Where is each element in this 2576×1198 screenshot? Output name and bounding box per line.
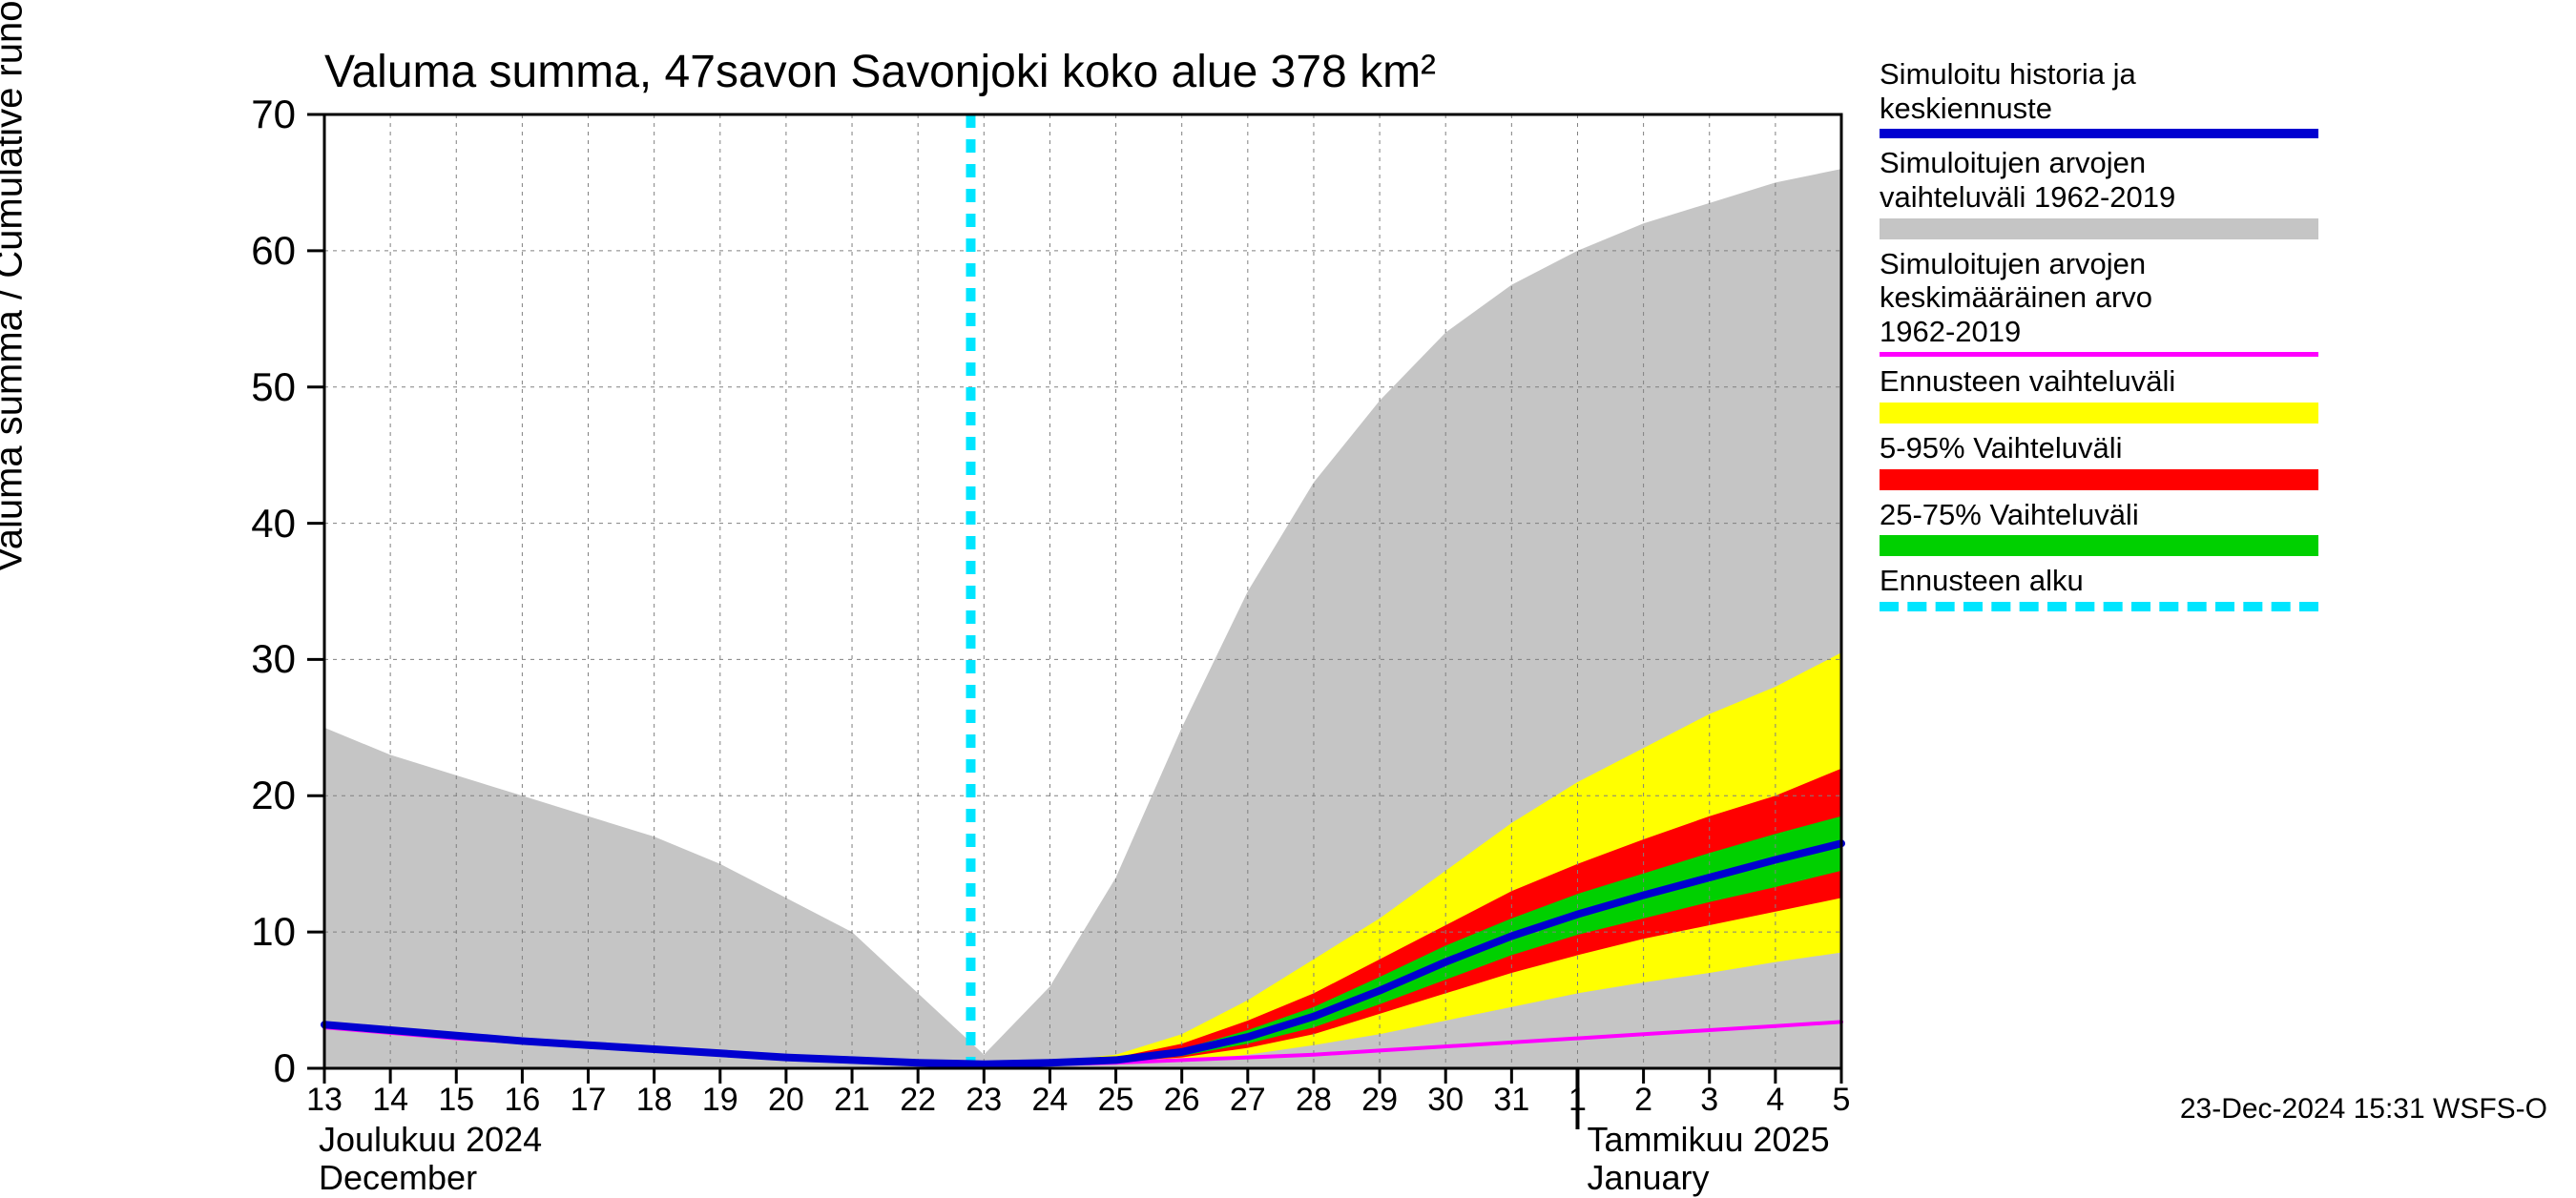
legend-text: vaihteluväli 1962-2019 (1880, 180, 2318, 215)
x-tick: 24 (1032, 1082, 1069, 1119)
legend-text: 25-75% Vaihteluväli (1880, 498, 2318, 532)
x-tick: 26 (1164, 1082, 1200, 1119)
legend-text: Simuloitu historia ja (1880, 57, 2318, 92)
x-tick: 25 (1098, 1082, 1134, 1119)
y-tick: 0 (219, 1045, 296, 1091)
month-label: Joulukuu 2024 (319, 1120, 542, 1160)
legend-text: 1962-2019 (1880, 315, 2318, 349)
x-tick: 4 (1766, 1082, 1784, 1119)
x-tick: 13 (306, 1082, 343, 1119)
x-tick: 27 (1230, 1082, 1266, 1119)
x-tick: 31 (1493, 1082, 1529, 1119)
legend-swatch (1880, 535, 2318, 556)
x-tick: 23 (966, 1082, 1002, 1119)
legend: Simuloitu historia jakeskiennusteSimuloi… (1880, 57, 2318, 619)
legend-item: Ennusteen alku (1880, 564, 2318, 611)
legend-text: 5-95% Vaihteluväli (1880, 431, 2318, 465)
legend-swatch (1880, 602, 2318, 611)
legend-item: Ennusteen vaihteluväli (1880, 364, 2318, 423)
x-tick: 30 (1427, 1082, 1464, 1119)
legend-swatch (1880, 352, 2318, 357)
footer-timestamp: 23-Dec-2024 15:31 WSFS-O (2180, 1093, 2547, 1126)
x-tick: 1 (1568, 1082, 1587, 1119)
x-tick: 28 (1296, 1082, 1332, 1119)
y-tick: 70 (219, 92, 296, 137)
legend-text: keskiennuste (1880, 92, 2318, 126)
legend-swatch (1880, 403, 2318, 423)
legend-text: keskimääräinen arvo (1880, 280, 2318, 315)
legend-text: Simuloitujen arvojen (1880, 247, 2318, 281)
y-tick: 40 (219, 501, 296, 547)
x-tick: 29 (1361, 1082, 1398, 1119)
x-tick: 16 (504, 1082, 540, 1119)
x-tick: 5 (1833, 1082, 1851, 1119)
legend-item: Simuloitu historia jakeskiennuste (1880, 57, 2318, 138)
legend-swatch (1880, 129, 2318, 138)
x-tick: 19 (702, 1082, 738, 1119)
y-tick: 50 (219, 364, 296, 410)
legend-text: Ennusteen alku (1880, 564, 2318, 598)
legend-item: Simuloitujen arvojenvaihteluväli 1962-20… (1880, 146, 2318, 238)
legend-text: Ennusteen vaihteluväli (1880, 364, 2318, 399)
legend-swatch (1880, 469, 2318, 490)
x-tick: 22 (900, 1082, 936, 1119)
y-axis-label: Valuma summa / Cumulative runoff mm (0, 0, 31, 572)
x-tick: 15 (438, 1082, 474, 1119)
legend-item: 25-75% Vaihteluväli (1880, 498, 2318, 557)
x-tick: 21 (834, 1082, 870, 1119)
legend-text: Simuloitujen arvojen (1880, 146, 2318, 180)
month-label: January (1587, 1158, 1709, 1198)
month-label: December (319, 1158, 477, 1198)
legend-item: 5-95% Vaihteluväli (1880, 431, 2318, 490)
x-tick: 17 (571, 1082, 607, 1119)
legend-item: Simuloitujen arvojenkeskimääräinen arvo … (1880, 247, 2318, 358)
x-tick: 2 (1634, 1082, 1652, 1119)
chart-title: Valuma summa, 47savon Savonjoki koko alu… (324, 46, 1436, 98)
x-tick: 18 (636, 1082, 673, 1119)
y-tick: 30 (219, 636, 296, 682)
legend-swatch (1880, 218, 2318, 239)
x-tick: 14 (372, 1082, 408, 1119)
y-tick: 10 (219, 909, 296, 955)
chart-container: Valuma summa, 47savon Savonjoki koko alu… (0, 0, 2576, 1145)
month-label: Tammikuu 2025 (1587, 1120, 1829, 1160)
y-tick: 60 (219, 228, 296, 274)
x-tick: 3 (1700, 1082, 1718, 1119)
y-tick: 20 (219, 773, 296, 818)
x-tick: 20 (768, 1082, 804, 1119)
